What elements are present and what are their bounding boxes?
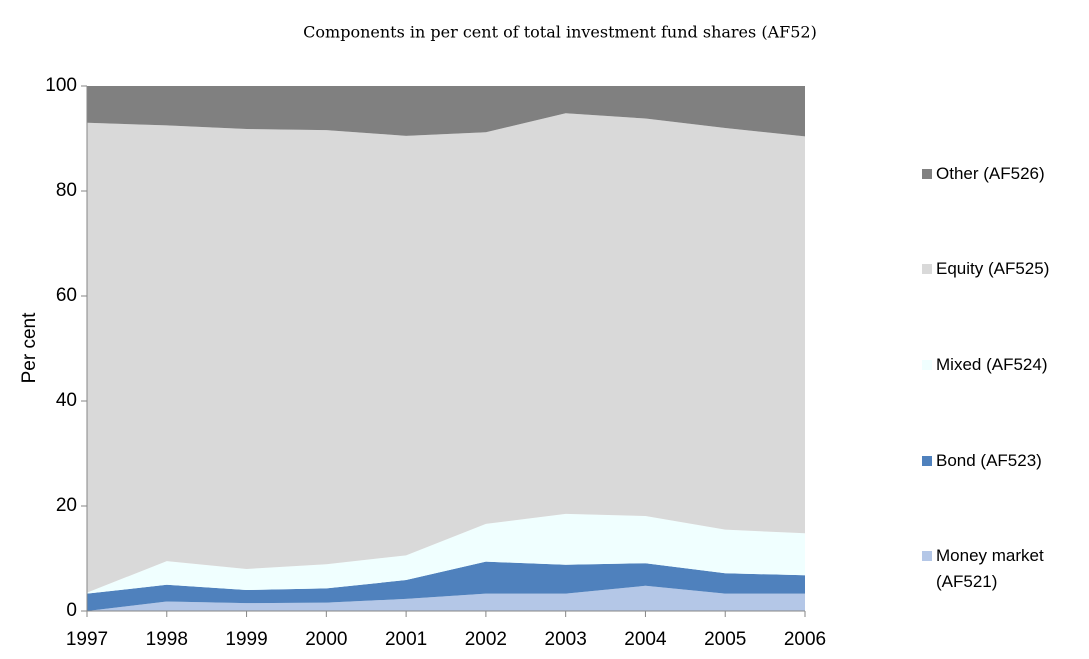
area: [87, 513, 805, 594]
legend-label: Other (AF526): [936, 164, 1045, 183]
x-tick-label: 1997: [66, 629, 108, 650]
y-tick-label: 40: [56, 390, 77, 411]
legend-label: Money market (AF521): [936, 546, 1044, 591]
y-tick-label: 60: [56, 285, 77, 306]
x-tick-label: 1999: [225, 629, 267, 650]
area: [87, 86, 805, 137]
legend-entry: Money market (AF521): [936, 546, 1044, 591]
x-tick-label: 2000: [305, 629, 347, 650]
legend-entry: Equity (AF525): [936, 259, 1050, 278]
legend-label: Bond (AF523): [936, 451, 1042, 470]
area: [87, 113, 805, 593]
x-tick-label: 2003: [545, 629, 587, 650]
legend-swatch: [922, 360, 932, 370]
legend-swatch: [922, 551, 932, 561]
legend-swatch: [922, 264, 932, 274]
y-tick-label: 0: [66, 600, 77, 621]
legend-label: Mixed (AF524): [936, 355, 1048, 374]
x-tick-label: 2001: [385, 629, 427, 650]
y-tick-label: 20: [56, 495, 77, 516]
chart-title: Components in per cent of total investme…: [303, 23, 817, 42]
y-axis-label: Per cent: [19, 312, 40, 383]
legend-label: Equity (AF525): [936, 259, 1050, 278]
x-tick-label: 1998: [146, 629, 188, 650]
legend-swatch: [922, 456, 932, 466]
plot-area: [87, 86, 805, 611]
legend-entry: Mixed (AF524): [936, 355, 1048, 374]
x-tick-label: 2004: [624, 629, 667, 650]
x-tick-label: 2006: [784, 629, 826, 650]
legend-entry: Other (AF526): [936, 164, 1045, 183]
y-tick-label: 100: [45, 75, 77, 96]
x-tick-label: 2005: [704, 629, 746, 650]
y-tick-label: 80: [56, 180, 77, 201]
legend-swatch: [922, 169, 932, 179]
area: [87, 561, 805, 611]
legend-entry: Bond (AF523): [936, 451, 1042, 470]
x-tick-label: 2002: [465, 629, 507, 650]
area: [87, 585, 805, 611]
